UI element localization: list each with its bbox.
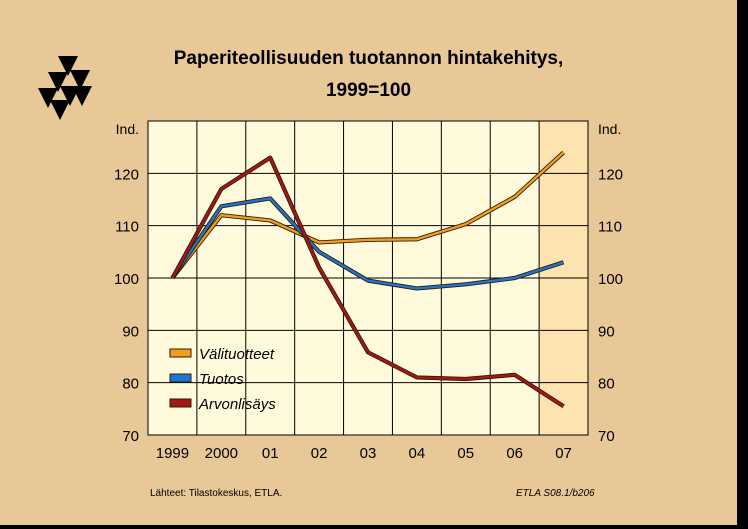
chart-subtitle: 1999=100	[325, 80, 412, 101]
etla-logo-icon	[70, 70, 90, 90]
x-tick-label: 05	[457, 445, 474, 462]
line-chart: 70 70 80 80 90 90 100 100 110 110 120 120 Ind. Ind. 19…	[38, 56, 623, 462]
legend-swatch	[169, 373, 192, 383]
y-axis-label-left: Ind.	[116, 121, 139, 137]
chart-stage: Paperiteollisuuden tuotannon hintakehity…	[0, 0, 737, 525]
legend-swatch	[169, 398, 192, 408]
x-tick-label: 06	[506, 445, 523, 462]
chart-code: ETLA S08.1/b206	[516, 488, 595, 499]
legend-label: Tuotos	[199, 371, 244, 388]
x-tick-label: 07	[555, 445, 572, 462]
y-tick-label-left: 80	[122, 376, 139, 393]
legend-swatch	[169, 348, 192, 358]
plot-frame	[147, 120, 589, 436]
source-note: Lähteet: Tilastokeskus, ETLA.	[150, 488, 283, 499]
y-tick-label-left: 110	[115, 219, 139, 236]
x-tick-label: 04	[409, 445, 426, 462]
x-tick-label: 01	[262, 445, 279, 462]
x-tick-label: 03	[360, 445, 377, 462]
y-axis-label-right: Ind.	[598, 121, 621, 137]
x-tick-label: 2000	[205, 445, 238, 462]
y-tick-label-right: 90	[598, 323, 615, 340]
etla-logo-icon	[48, 72, 68, 92]
y-tick-label-left: 120	[114, 166, 139, 183]
etla-logo-icon	[38, 88, 58, 108]
chart-title: Paperiteollisuuden tuotannon hintakehity…	[173, 48, 564, 69]
x-tick-label: 02	[311, 445, 328, 462]
y-tick-label-right: 120	[598, 166, 623, 183]
y-tick-label-right: 70	[598, 428, 615, 445]
etla-logo-icon	[58, 56, 78, 76]
y-tick-label-left: 100	[114, 271, 139, 288]
series-line	[171, 197, 564, 290]
x-tick-label: 1999	[156, 445, 189, 462]
y-tick-label-right: 100	[598, 271, 623, 288]
etla-logo-icon	[50, 100, 70, 120]
series-line	[171, 156, 565, 408]
y-tick-label-left: 70	[122, 428, 139, 445]
series-line	[171, 151, 565, 279]
y-tick-label-right: 80	[598, 376, 615, 393]
y-tick-label-right: 110	[598, 219, 622, 236]
y-tick-label-left: 90	[122, 323, 139, 340]
etla-logo-icon	[72, 86, 92, 106]
legend-label: Välituotteet	[199, 346, 275, 363]
legend-label: Arvonlisäys	[198, 396, 276, 413]
